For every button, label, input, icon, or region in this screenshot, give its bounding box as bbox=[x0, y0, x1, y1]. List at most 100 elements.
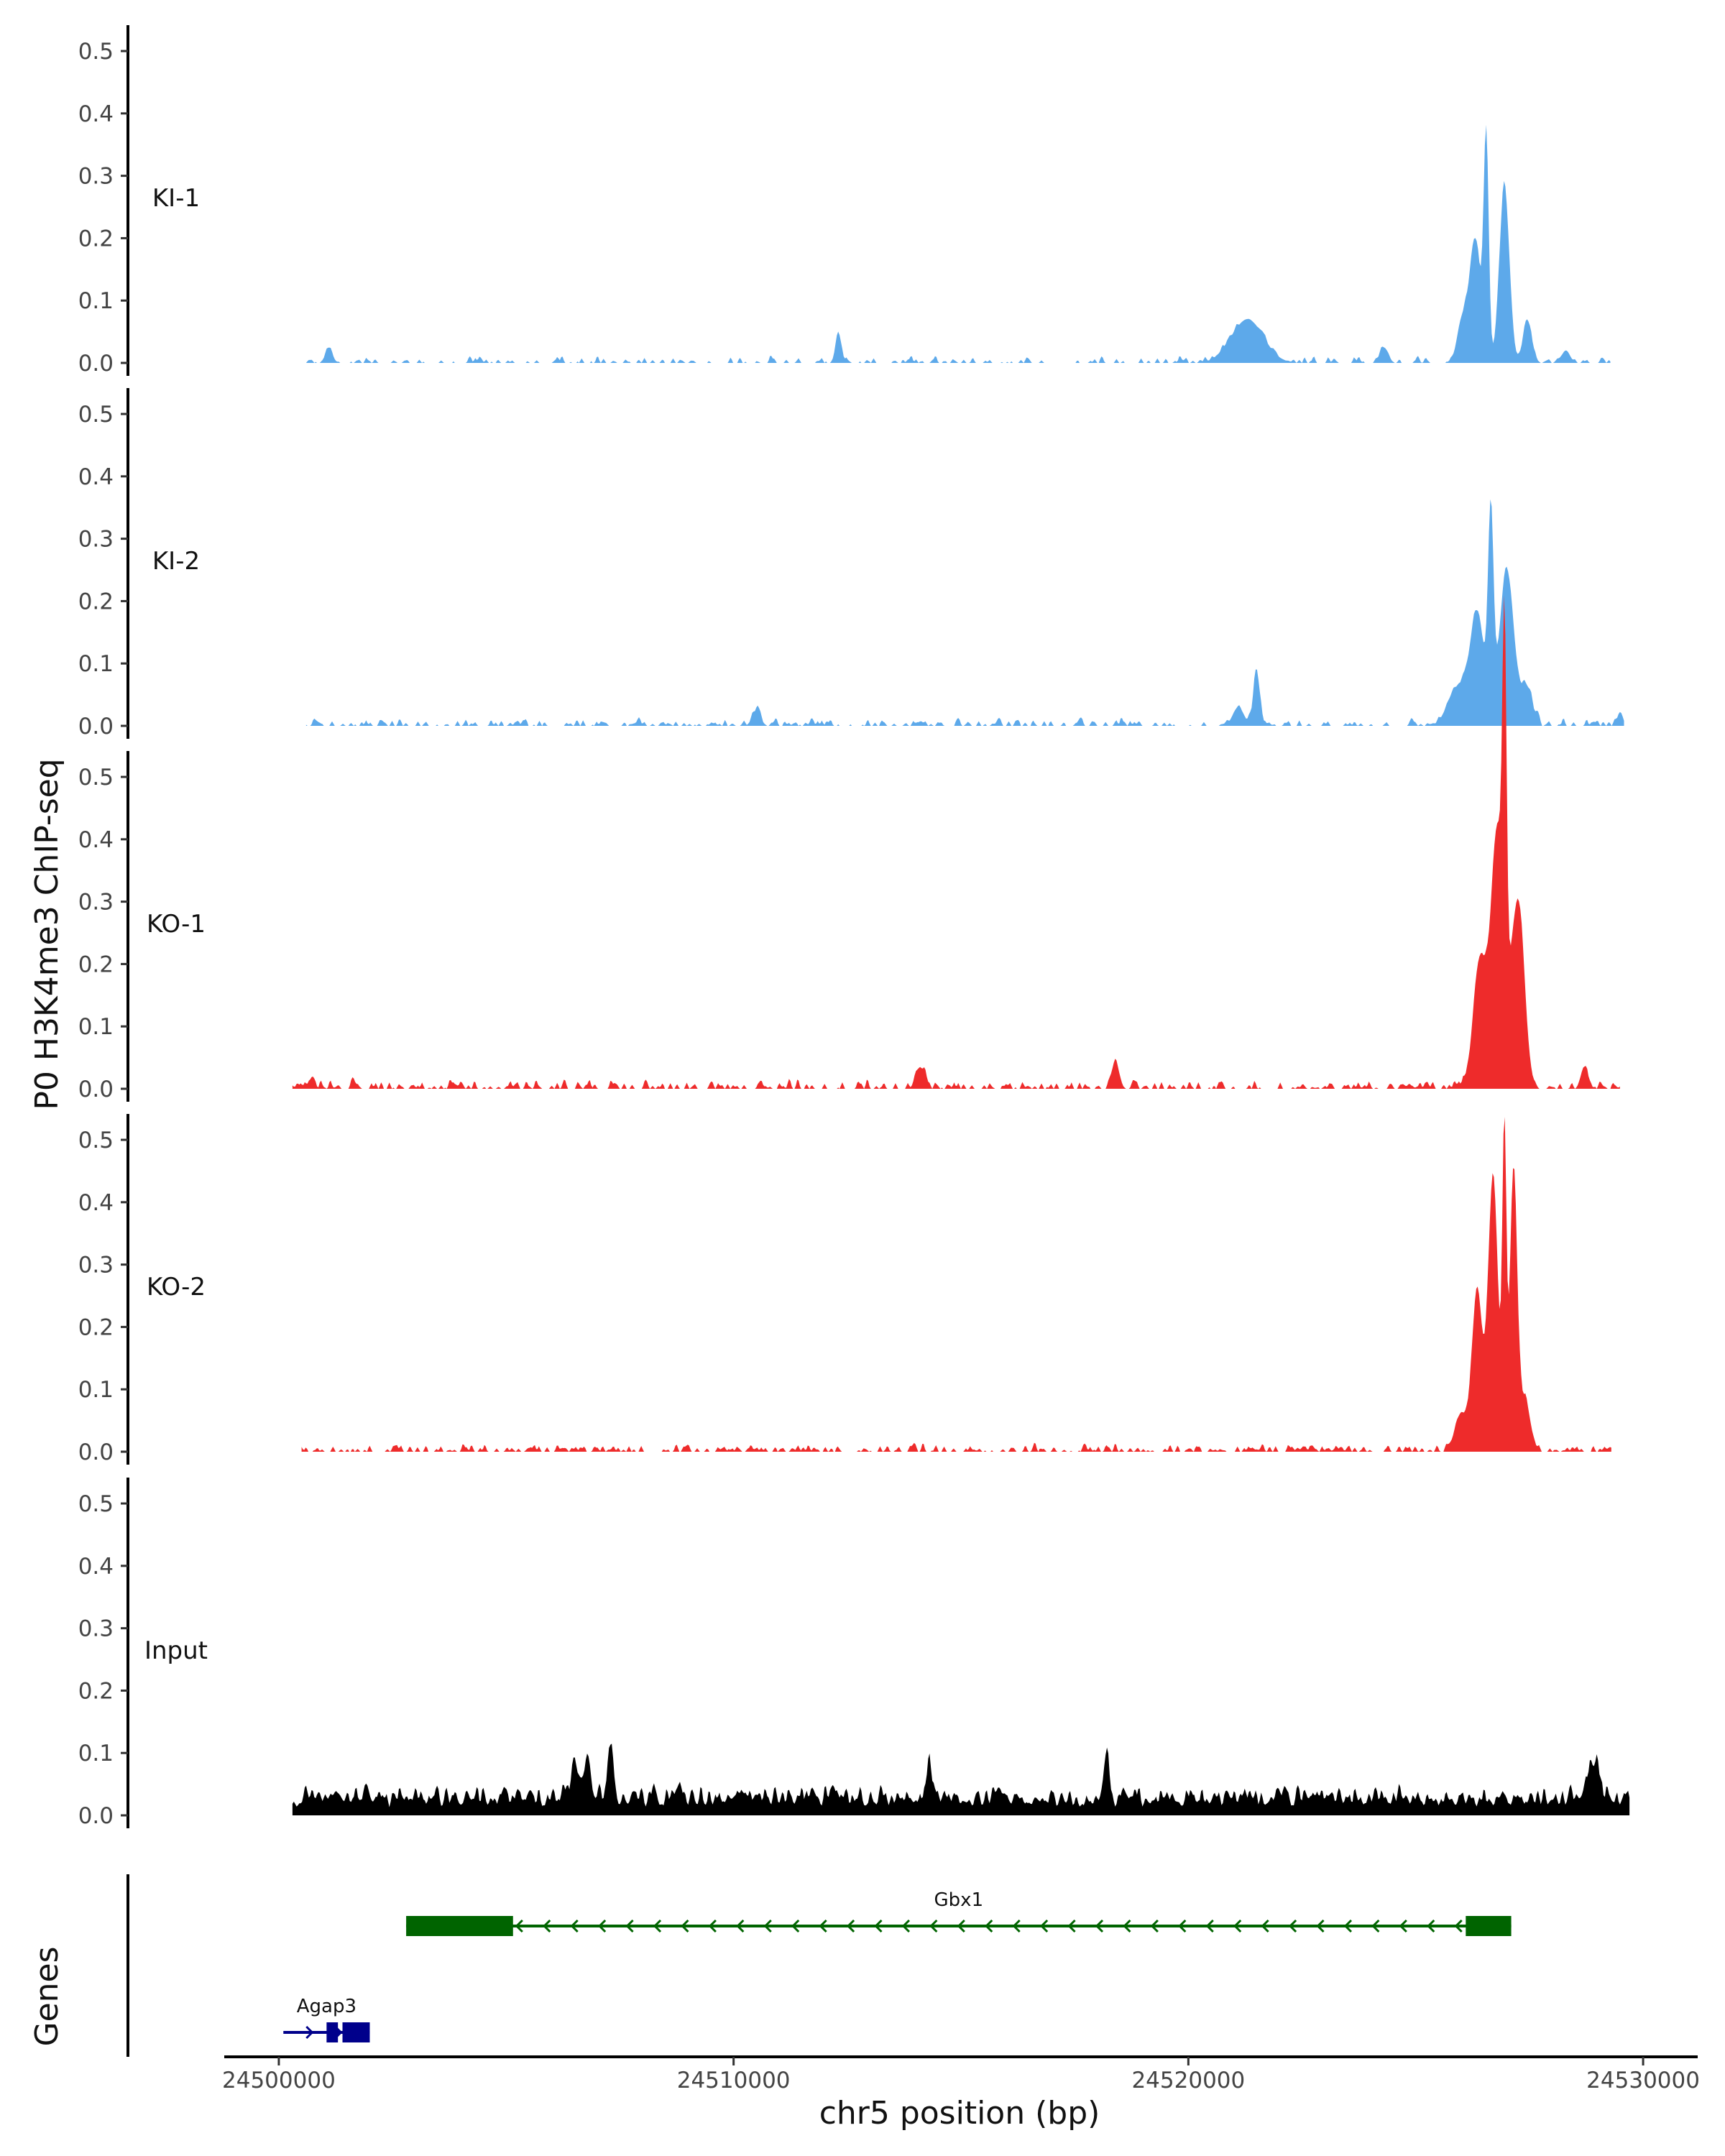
strand-arrow bbox=[819, 1919, 827, 1933]
track-ki-1: 0.0 0.1 0.2 0.3 0.4 0.5 KI-1 bbox=[78, 25, 1611, 377]
strand-arrow bbox=[1040, 1919, 1049, 1933]
y-tick-label: 0.2 bbox=[78, 226, 114, 252]
y-tick-label: 0.3 bbox=[78, 164, 114, 190]
strand-arrow bbox=[791, 1919, 800, 1933]
y-tick-label: 0.3 bbox=[78, 1616, 114, 1642]
strand-arrow bbox=[1205, 1919, 1214, 1933]
gene-label: Agap3 bbox=[297, 1996, 356, 2017]
x-tick-label: 24500000 bbox=[222, 2068, 336, 2093]
y-tick-label: 0.2 bbox=[78, 1678, 114, 1704]
x-axis: 24500000 24510000 24520000 24530000 bbox=[222, 2055, 1700, 2093]
gene-gbx1: Gbx1 bbox=[406, 1889, 1512, 1936]
tracks-layer: 0.0 0.1 0.2 0.3 0.4 0.5 KI-1 0.0 0.1 0.2 0.3 0.4 0.5… bbox=[78, 25, 1630, 1829]
y-tick-label: 0.3 bbox=[78, 1253, 114, 1279]
strand-arrow bbox=[763, 1919, 772, 1933]
gene-exon bbox=[1466, 1916, 1512, 1936]
y-tick-label: 0.4 bbox=[78, 101, 114, 127]
strand-arrow bbox=[708, 1919, 717, 1933]
y-tick-label: 0.3 bbox=[78, 527, 114, 553]
gene-exon bbox=[342, 2022, 370, 2042]
y-tick-label: 0.5 bbox=[78, 402, 114, 428]
signal-area-ki-2 bbox=[305, 499, 1624, 726]
gene-exon bbox=[326, 2022, 339, 2042]
y-tick-label: 0.5 bbox=[78, 765, 114, 791]
gene-agap3: Agap3 bbox=[283, 1996, 370, 2042]
x-axis-title: chr5 position (bp) bbox=[819, 2095, 1100, 2132]
gene-label: Gbx1 bbox=[934, 1889, 984, 1911]
y-tick-label: 0.4 bbox=[78, 1554, 114, 1580]
track-label: KO-2 bbox=[147, 1273, 206, 1302]
strand-arrow bbox=[625, 1919, 634, 1933]
signal-area-input bbox=[292, 1743, 1630, 1815]
strand-arrow bbox=[515, 1919, 523, 1933]
y-tick-label: 0.4 bbox=[78, 464, 114, 490]
track-label: KI-1 bbox=[152, 184, 200, 213]
y-tick-label: 0.3 bbox=[78, 890, 114, 916]
strand-arrow bbox=[1123, 1919, 1131, 1933]
strand-arrow bbox=[1343, 1919, 1353, 1933]
track-label: Input bbox=[144, 1636, 208, 1665]
y-tick-label: 0.1 bbox=[78, 1014, 114, 1040]
strand-arrow bbox=[305, 2025, 314, 2040]
signal-area-ko-1 bbox=[292, 595, 1620, 1089]
y-tick-label: 0.5 bbox=[78, 1128, 114, 1153]
strand-arrow bbox=[1178, 1919, 1187, 1933]
x-tick-label: 24530000 bbox=[1586, 2068, 1700, 2093]
track-ko-1: 0.0 0.1 0.2 0.3 0.4 0.5 KO-1 bbox=[78, 595, 1620, 1102]
strand-arrow bbox=[1012, 1919, 1021, 1933]
y-tick-label: 0.0 bbox=[78, 351, 114, 377]
strand-arrow bbox=[1371, 1919, 1380, 1933]
y-tick-label: 0.1 bbox=[78, 1377, 114, 1403]
strand-arrow bbox=[1399, 1919, 1407, 1933]
x-tick-label: 24510000 bbox=[677, 2068, 791, 2093]
genes-axis-title: Genes bbox=[29, 1946, 65, 2046]
x-tick-label: 24520000 bbox=[1131, 2068, 1245, 2093]
strand-arrow bbox=[1316, 1919, 1325, 1933]
y-tick-label: 0.1 bbox=[78, 1741, 114, 1766]
y-tick-label: 0.2 bbox=[78, 589, 114, 614]
strand-arrow bbox=[598, 1919, 607, 1933]
track-input: 0.0 0.1 0.2 0.3 0.4 0.5 Input bbox=[78, 1478, 1630, 1829]
gene-exon bbox=[406, 1916, 513, 1936]
genes-panel: Gbx1 Agap3 bbox=[126, 1874, 1512, 2057]
strand-arrow bbox=[1261, 1919, 1269, 1933]
y-axis-title: P0 H3K4me3 ChIP-seq bbox=[29, 758, 65, 1110]
track-label: KO-1 bbox=[147, 910, 206, 939]
strand-arrow bbox=[653, 1919, 662, 1933]
track-ki-2: 0.0 0.1 0.2 0.3 0.4 0.5 KI-2 bbox=[78, 388, 1624, 740]
strand-arrow bbox=[1233, 1919, 1242, 1933]
strand-arrow bbox=[874, 1919, 883, 1933]
strand-arrow bbox=[985, 1919, 993, 1933]
strand-arrow bbox=[1288, 1919, 1297, 1933]
strand-arrow bbox=[681, 1919, 689, 1933]
y-tick-label: 0.2 bbox=[78, 1314, 114, 1340]
y-tick-label: 0.2 bbox=[78, 952, 114, 977]
signal-area-ki-1 bbox=[305, 124, 1611, 363]
y-tick-label: 0.4 bbox=[78, 1190, 114, 1216]
track-label: KI-2 bbox=[152, 547, 200, 576]
y-tick-label: 0.4 bbox=[78, 827, 114, 853]
track-ko-2: 0.0 0.1 0.2 0.3 0.4 0.5 KO-2 bbox=[78, 1114, 1611, 1465]
strand-arrow bbox=[1150, 1919, 1159, 1933]
strand-arrow bbox=[846, 1919, 855, 1933]
strand-arrow bbox=[1454, 1919, 1463, 1933]
y-tick-label: 0.0 bbox=[78, 1077, 114, 1102]
signal-area-ko-2 bbox=[301, 1117, 1611, 1452]
strand-arrow bbox=[1067, 1919, 1076, 1933]
y-tick-label: 0.0 bbox=[78, 714, 114, 740]
strand-arrow bbox=[543, 1919, 551, 1933]
y-tick-label: 0.5 bbox=[78, 1491, 114, 1517]
strand-arrow bbox=[901, 1919, 911, 1933]
strand-arrow bbox=[1427, 1919, 1435, 1933]
strand-arrow bbox=[929, 1919, 938, 1933]
strand-arrow bbox=[736, 1919, 745, 1933]
y-tick-label: 0.5 bbox=[78, 39, 114, 65]
y-tick-label: 0.0 bbox=[78, 1439, 114, 1465]
strand-arrow bbox=[1095, 1919, 1104, 1933]
y-tick-label: 0.1 bbox=[78, 651, 114, 677]
y-tick-label: 0.1 bbox=[78, 288, 114, 314]
y-tick-label: 0.0 bbox=[78, 1803, 114, 1829]
strand-arrow bbox=[570, 1919, 579, 1933]
strand-arrow bbox=[957, 1919, 965, 1933]
